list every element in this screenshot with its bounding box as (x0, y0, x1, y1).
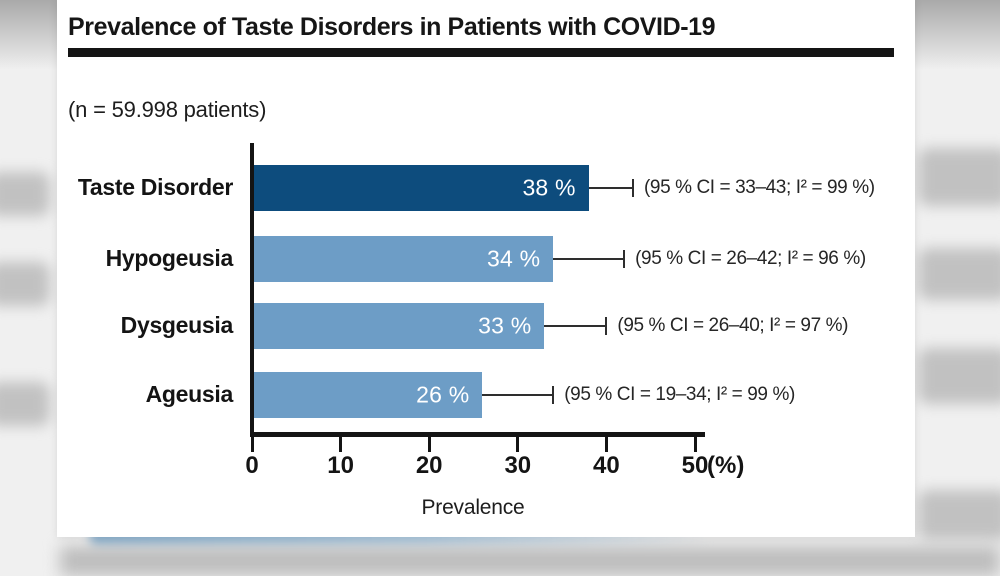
error-bar-cap (623, 250, 626, 268)
category-label: Dysgeusia (120, 312, 234, 338)
error-bar-line (553, 258, 625, 260)
bar-taste-disorder: 38 % (254, 165, 589, 211)
title-underline-rule (68, 48, 894, 57)
bar-value-label: 33 % (478, 312, 532, 339)
x-axis-tick (516, 437, 520, 452)
confidence-interval-annotation: (95 % CI = 26–42; I² = 96 %) (635, 248, 866, 269)
plot-area: (%) Prevalence Taste Disorder 38 % (95 % C… (57, 0, 915, 537)
x-axis-tick-label: 40 (593, 452, 620, 479)
confidence-interval-annotation: (95 % CI = 19–34; I² = 99 %) (564, 384, 795, 405)
chart-title: Prevalence of Taste Disorders in Patient… (68, 13, 716, 41)
bar-value-label: 38 % (522, 174, 576, 201)
figure-panel: Prevalence of Taste Disorders in Patient… (57, 0, 915, 537)
error-bar-line (588, 187, 633, 189)
error-bar-line (544, 325, 607, 327)
error-bar-cap (631, 179, 634, 197)
x-axis-tick-label: 0 (245, 452, 259, 479)
bar-hypogeusia: 34 % (254, 236, 554, 282)
x-axis-tick (427, 437, 431, 452)
category-label: Hypogeusia (105, 245, 234, 271)
bar-value-label: 26 % (416, 381, 470, 408)
x-axis-tick (604, 437, 608, 452)
bar-value-label: 34 % (487, 245, 541, 272)
category-label: Ageusia (145, 381, 234, 407)
blurred-background-smudge (918, 248, 1000, 300)
x-axis-tick-label: 30 (504, 452, 532, 479)
x-axis-unit-label: (%) (707, 452, 745, 479)
x-axis-tick-label: 50 (681, 452, 709, 479)
error-bar-cap (605, 317, 608, 335)
y-axis-line (250, 143, 254, 437)
blurred-background-smudge (918, 148, 1000, 206)
blurred-background-smudge (918, 490, 1000, 540)
blurred-background-smudge (918, 348, 1000, 404)
error-bar-line (482, 394, 554, 396)
blurred-background-bottom (60, 546, 1000, 576)
confidence-interval-annotation: (95 % CI = 33–43; I² = 99 %) (643, 177, 875, 198)
x-axis-title: Prevalence (421, 496, 525, 519)
confidence-interval-annotation: (95 % CI = 26–40; I² = 97 %) (617, 315, 849, 336)
x-axis-tick-label: 20 (415, 452, 443, 479)
blurred-background-smudge (0, 382, 50, 426)
x-axis-tick (693, 437, 697, 452)
category-label: Taste Disorder (77, 174, 233, 200)
x-axis-tick (250, 437, 254, 452)
blurred-background-smudge (0, 172, 50, 216)
error-bar-cap (552, 386, 555, 404)
x-axis-tick-label: 10 (327, 452, 354, 479)
bar-dysgeusia: 33 % (254, 303, 545, 349)
x-axis-tick (339, 437, 343, 452)
x-axis-line (250, 432, 705, 437)
sample-size-note: (n = 59.998 patients) (68, 97, 267, 122)
blurred-background-smudge (0, 262, 50, 306)
bar-ageusia: 26 % (254, 372, 483, 418)
